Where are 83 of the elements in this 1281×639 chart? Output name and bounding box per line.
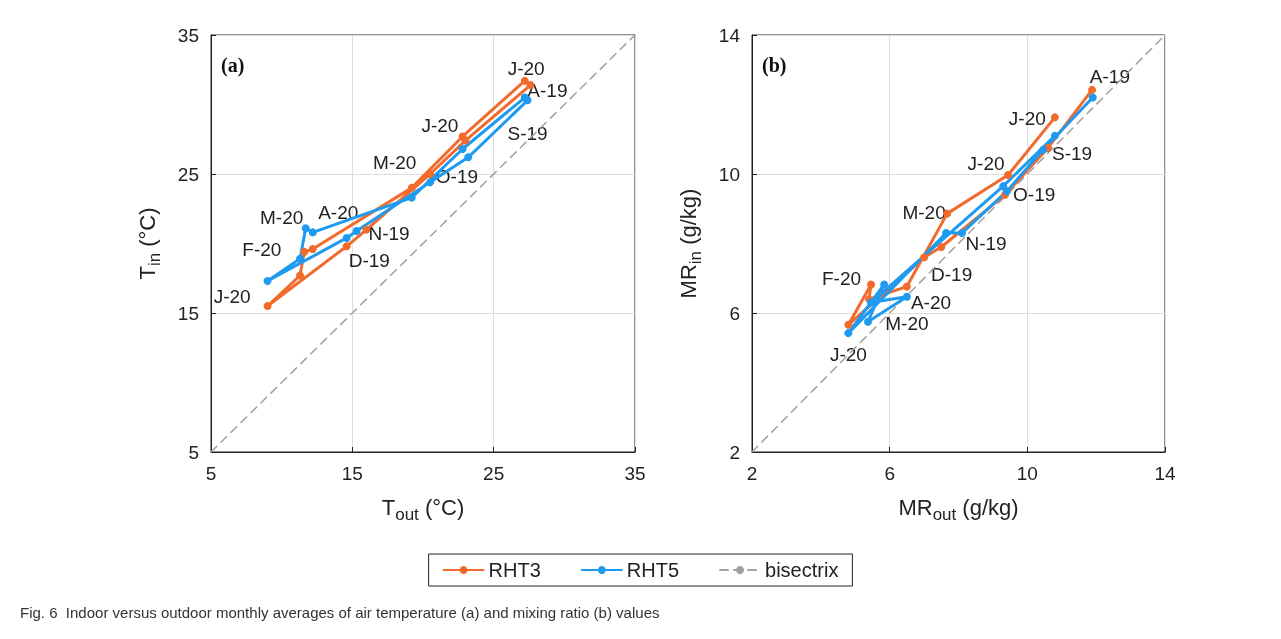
point [920,253,929,262]
text: (a) [221,54,245,77]
x-tick-label: 6 [884,463,895,484]
point [308,228,317,237]
x-tick-label: 10 [1016,463,1038,484]
point [407,193,416,202]
point [942,229,951,238]
point [308,245,317,254]
point [880,280,889,289]
text: (b) [762,54,787,77]
point [520,76,529,85]
point [1088,85,1097,94]
point [957,229,966,238]
point [426,170,435,178]
point [1004,171,1013,180]
point [301,224,310,233]
point [342,242,351,251]
y-axis-title: MRin (g/kg) [676,188,705,299]
point [999,182,1008,191]
point [1039,145,1048,154]
x-tick-label: 15 [341,463,363,484]
x-tick-label: 2 [746,463,758,484]
annotation: M-20 [260,206,304,228]
point [458,132,467,141]
y-tick-label: 10 [718,163,740,185]
annotation: M-20 [373,152,417,174]
annotation: J-20 [421,114,459,136]
annotation: J-20 [829,344,867,366]
point [902,282,911,291]
annotation: O-19 [1013,184,1056,206]
point [844,320,853,329]
point [263,302,272,311]
x-tick-label: 5 [205,463,217,484]
y-tick-label: 25 [177,163,199,185]
point [937,242,946,251]
y-tick-label: 6 [729,302,740,324]
point [296,271,305,280]
legend-label: RHT3 [488,559,541,581]
point [1050,131,1059,140]
annotation: M-20 [885,312,929,334]
point [863,317,872,326]
y-axis-title: Tin (°C) [135,207,164,280]
point [362,225,371,234]
point [867,280,876,289]
legend-label: RHT5 [626,559,680,581]
point [296,254,305,263]
point [458,144,467,153]
point [352,226,361,235]
y-tick-label: 2 [729,441,740,463]
annotation: S-19 [1052,142,1093,164]
annotation: A-19 [1089,66,1130,88]
point [426,178,435,187]
annotation: F-20 [821,267,862,289]
point [902,292,911,301]
annotation: S-19 [507,123,548,145]
point [1088,93,1097,102]
caption: Fig. 6 Indoor versus outdoor monthly averages of air temperature (a) and mixing ratio (b) values [20,604,660,621]
y-tick-label: 5 [188,441,199,463]
y-tick-label: 14 [718,24,741,46]
annotation: D-19 [931,264,973,286]
point [300,247,309,256]
point [844,329,853,338]
x-tick-label: 25 [483,463,505,484]
annotation: M-20 [902,201,946,223]
annotation: J-20 [213,285,251,307]
point [342,233,351,242]
point [407,183,416,192]
point [464,153,473,162]
annotation: A-20 [910,292,952,314]
x-tick-label: 35 [624,463,646,484]
annotation: J-20 [967,153,1005,175]
point [263,277,272,286]
annotation: N-19 [965,233,1007,254]
annotation: D-19 [348,249,390,271]
legend-label: bisectrix [765,559,839,581]
y-tick-label: 15 [177,302,199,324]
annotation: F-20 [242,238,282,260]
x-tick-label: 14 [1154,463,1176,484]
annotation: N-19 [368,223,410,245]
annotation: J-20 [507,57,545,79]
annotation: J-20 [1008,107,1046,129]
point [1050,113,1059,122]
y-tick-label: 35 [177,24,199,46]
